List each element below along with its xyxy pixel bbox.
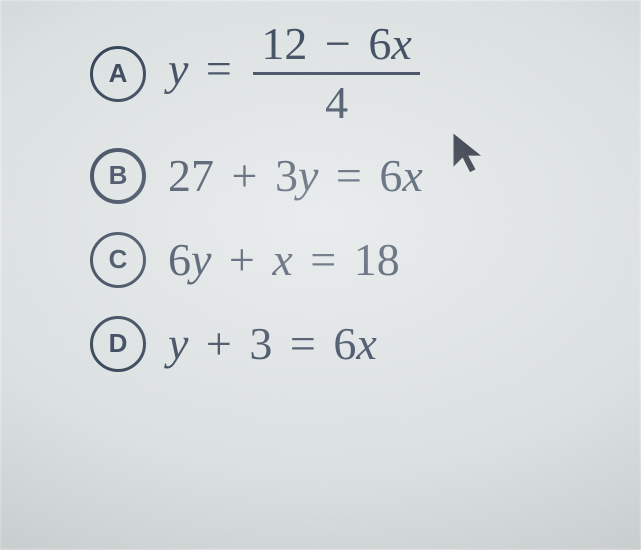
- option-row-d[interactable]: D y + 3 = 6x: [90, 316, 601, 372]
- option-row-c[interactable]: C 6y + x = 18: [90, 232, 601, 288]
- equation-b: 27 + 3y = 6x: [168, 149, 423, 202]
- option-letter: C: [109, 244, 128, 275]
- option-row-b[interactable]: B 27 + 3y = 6x: [90, 148, 601, 204]
- option-letter: B: [109, 160, 128, 191]
- option-badge-a: A: [90, 46, 146, 102]
- option-letter: A: [109, 58, 128, 89]
- option-badge-b: B: [90, 148, 146, 204]
- fraction: 12 − 6x 4: [253, 20, 419, 128]
- option-row-a[interactable]: A y = 12 − 6x 4: [90, 20, 601, 128]
- answer-options: A y = 12 − 6x 4 B 27 + 3y = 6x: [90, 20, 601, 400]
- option-badge-d: D: [90, 316, 146, 372]
- equation-a: y = 12 − 6x 4: [168, 20, 424, 128]
- equation-d: y + 3 = 6x: [168, 317, 377, 370]
- equation-c: 6y + x = 18: [168, 233, 400, 286]
- option-letter: D: [109, 328, 128, 359]
- option-badge-c: C: [90, 232, 146, 288]
